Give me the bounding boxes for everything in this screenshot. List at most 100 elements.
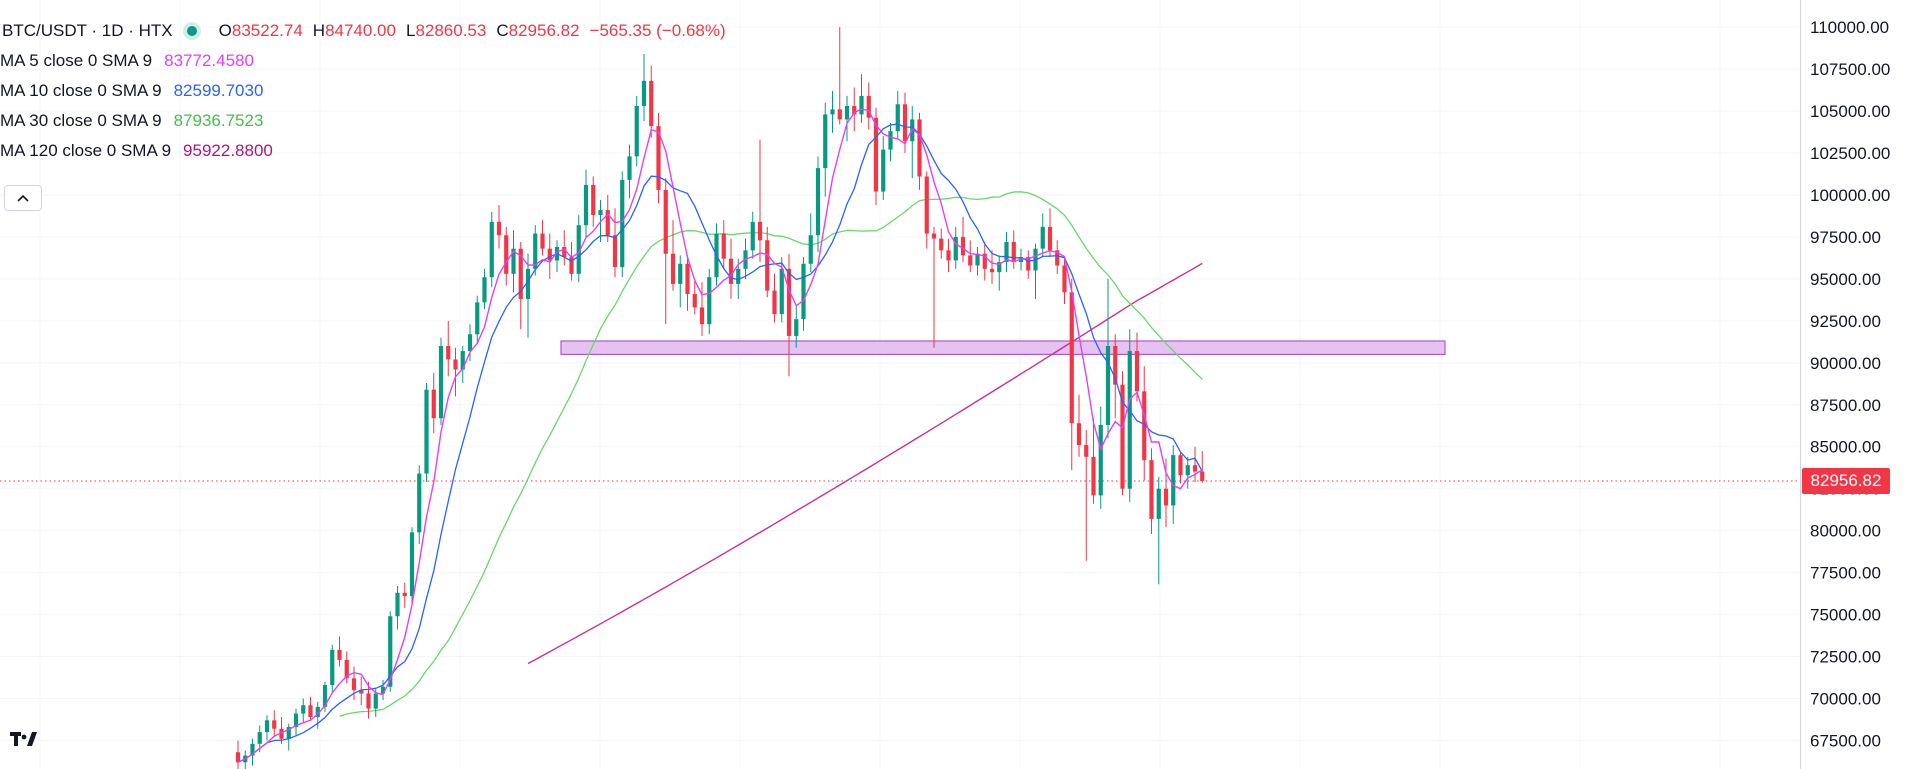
tradingview-logo-icon[interactable] [8, 725, 40, 753]
candle-body [721, 233, 726, 259]
candle-body [728, 258, 734, 284]
candle-body [960, 236, 966, 256]
candle-body [634, 105, 639, 157]
candles [235, 27, 1205, 769]
candle-body [533, 233, 538, 269]
price-axis[interactable]: 110000.00 107500.00 105000.00 102500.00 1000… [1800, 0, 1891, 769]
candle-body [1142, 391, 1147, 461]
grid [0, 0, 1800, 769]
candle-body [866, 95, 871, 118]
candle-body [402, 592, 407, 597]
candle-body [1069, 292, 1074, 424]
candle-body [968, 255, 973, 266]
candle-body [438, 346, 444, 419]
candle-body [344, 659, 349, 679]
candle-body [272, 720, 277, 729]
legend: BTC/USDT · 1D · HTX O 83522.74 H 84740.00 … [0, 16, 736, 166]
price-tick-label: 102500.00 [1810, 144, 1890, 163]
collapse-legend-button[interactable] [4, 185, 42, 211]
indicator-label: MA 30 close 0 SMA 9 [0, 111, 162, 130]
candle-body [1098, 424, 1103, 496]
indicator-value: 83772.4580 [164, 51, 254, 70]
indicator-row-ma5[interactable]: MA 5 close 0 SMA 9 83772.4580 [0, 46, 736, 76]
candle-body [496, 221, 502, 236]
candle-body [591, 184, 596, 216]
indicator-label: MA 5 close 0 SMA 9 [0, 51, 153, 70]
candle-body [707, 277, 712, 325]
candle-body [772, 290, 777, 315]
candle-body [997, 262, 1002, 273]
candle-body [902, 104, 908, 142]
chevron-up-icon [17, 194, 29, 202]
indicator-value: 82599.7030 [173, 81, 264, 100]
price-tick-label: 110000.00 [1810, 18, 1889, 37]
price-tick-label: 70000.00 [1810, 690, 1881, 709]
candle-body [982, 253, 987, 269]
candle-body [380, 686, 386, 694]
candle-body [808, 235, 813, 264]
candle-body [895, 104, 900, 132]
candle-body [1055, 250, 1060, 266]
candle-body [351, 678, 357, 691]
candle-body [453, 359, 458, 370]
last-price-badge: 82956.82 [1802, 468, 1890, 494]
candle-body [975, 253, 980, 266]
candle-body [330, 649, 335, 686]
high-value: 84740.00 [325, 21, 396, 40]
candle-body [395, 592, 400, 617]
price-tick-label: 72500.00 [1810, 648, 1881, 667]
candle-body [322, 685, 328, 707]
candle-body [794, 319, 799, 336]
candle-body [931, 233, 937, 239]
price-tick-label: 92500.00 [1810, 312, 1881, 331]
price-tick-label: 75000.00 [1810, 606, 1881, 625]
candle-body [844, 105, 850, 120]
price-tick-label: 97500.00 [1810, 228, 1881, 247]
candle-body [953, 236, 958, 261]
candle-body [1113, 346, 1118, 385]
candle-body [1120, 384, 1125, 489]
candle-body [373, 693, 378, 709]
indicator-row-ma10[interactable]: MA 10 close 0 SMA 9 82599.7030 [0, 76, 736, 106]
indicator-value: 87936.7523 [173, 111, 264, 130]
candle-body [1004, 241, 1009, 263]
candle-body [511, 248, 516, 274]
candle-body [467, 334, 473, 352]
candle-body [257, 732, 262, 744]
price-tick-label: 85000.00 [1810, 438, 1881, 457]
price-tick-label: 90000.00 [1810, 354, 1881, 373]
g-ma120-path [527, 262, 1203, 665]
candle-body [540, 233, 545, 249]
ma5-line [237, 108, 1203, 763]
candle-body [678, 263, 683, 284]
indicator-label: MA 120 close 0 SMA 9 [0, 141, 172, 160]
price-tick-label: 95000.00 [1810, 270, 1881, 289]
candle-body [779, 268, 784, 315]
candle-body [264, 720, 270, 733]
candle-body [1084, 445, 1089, 457]
candle-body [460, 351, 465, 370]
candle-body [1178, 455, 1183, 476]
candle-body [424, 389, 429, 474]
candle-body [1192, 465, 1198, 472]
candle-body [830, 109, 835, 115]
candle-body [612, 235, 618, 268]
candle-body [446, 346, 451, 360]
candle-body [388, 616, 393, 687]
indicator-row-ma30[interactable]: MA 30 close 0 SMA 9 87936.7523 [0, 106, 736, 136]
symbol-title[interactable]: BTC/USDT · 1D · HTX [2, 21, 173, 40]
candle-body [736, 268, 741, 284]
price-tick-label: 107500.00 [1810, 60, 1890, 79]
candle-body [641, 80, 647, 106]
candle-body [946, 250, 951, 261]
candle-body [475, 302, 480, 335]
candle-body [583, 184, 589, 226]
candle-body [888, 131, 893, 150]
indicator-row-ma120[interactable]: MA 120 close 0 SMA 9 95922.8800 [0, 136, 736, 166]
market-status-icon [186, 26, 197, 36]
candle-body [699, 307, 705, 325]
candle-body [627, 156, 632, 180]
candle-body [359, 690, 364, 694]
